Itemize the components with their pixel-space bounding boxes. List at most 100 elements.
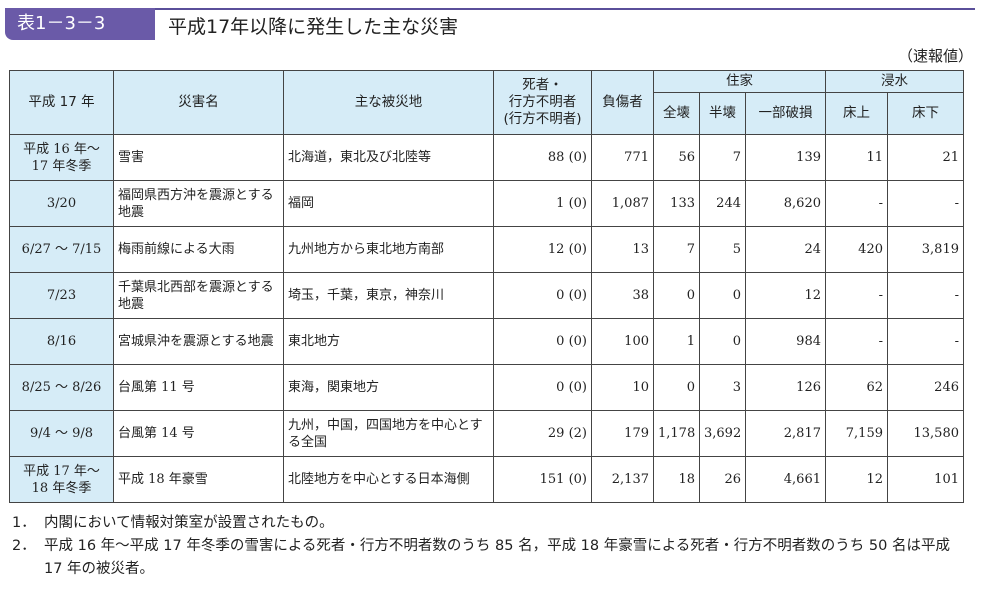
note-item: 2． 平成 16 年～平成 17 年冬季の雪害による死者・行方不明者数のうち 8… bbox=[12, 535, 972, 581]
cell-housing-full: 133 bbox=[653, 180, 700, 227]
cell-flood-above: 62 bbox=[825, 364, 888, 411]
cell-housing-partial: 126 bbox=[745, 364, 826, 411]
cell-deaths: 88 (0) bbox=[493, 134, 592, 181]
cell-deaths: 1 (0) bbox=[493, 180, 592, 227]
cell-flood-below: 21 bbox=[887, 134, 964, 181]
cell-housing-partial: 139 bbox=[745, 134, 826, 181]
cell-disaster-name: 雪害 bbox=[113, 134, 284, 181]
header-deaths-line3: (行方不明者) bbox=[503, 111, 582, 127]
unit-note: （速報値） bbox=[897, 47, 973, 65]
table-row: 9/4 ～ 9/8 台風第 14 号九州，中国，四国地方を中心とする全国 29 (2… bbox=[9, 410, 964, 457]
header-housing-full: 全壊 bbox=[653, 92, 700, 135]
note-number: 2． bbox=[12, 538, 36, 554]
cell-housing-half: 3 bbox=[699, 364, 746, 411]
note-number: 1． bbox=[12, 515, 36, 531]
cell-housing-full: 7 bbox=[653, 226, 700, 273]
cell-injured: 100 bbox=[591, 318, 654, 365]
period-line1: 6/27 ～ 7/15 bbox=[21, 242, 102, 257]
table-row: 平成 16 年～ 17 年冬季 雪害 北海道，東北及び北陸等 88 (0) 771 56 7 1… bbox=[9, 134, 964, 181]
cell-deaths: 0 (0) bbox=[493, 364, 592, 411]
cell-flood-below: - bbox=[887, 180, 964, 227]
cell-housing-half: 0 bbox=[699, 272, 746, 319]
table-title: 平成17年以降に発生した主な災害 bbox=[168, 16, 459, 38]
cell-flood-below: 246 bbox=[887, 364, 964, 411]
cell-flood-above: 420 bbox=[825, 226, 888, 273]
cell-flood-below: - bbox=[887, 318, 964, 365]
cell-injured: 771 bbox=[591, 134, 654, 181]
cell-period: 平成 17 年～ 18 年冬季 bbox=[9, 456, 114, 503]
cell-deaths: 0 (0) bbox=[493, 272, 592, 319]
cell-period: 平成 16 年～ 17 年冬季 bbox=[9, 134, 114, 181]
period-line2: 17 年冬季 bbox=[31, 158, 92, 174]
cell-housing-half: 7 bbox=[699, 134, 746, 181]
cell-flood-above: - bbox=[825, 272, 888, 319]
cell-injured: 10 bbox=[591, 364, 654, 411]
note-item: 1． 内閣において情報対策室が設置されたもの。 bbox=[12, 512, 972, 535]
cell-disaster-name: 台風第 14 号 bbox=[113, 410, 284, 457]
cell-flood-below: 13,580 bbox=[887, 410, 964, 457]
cell-area: 埼玉，千葉，東京，神奈川 bbox=[283, 272, 494, 319]
cell-period: 7/23 bbox=[9, 272, 114, 319]
header-housing: 住家 bbox=[653, 70, 826, 93]
period-line1: 9/4 ～ 9/8 bbox=[29, 426, 94, 441]
cell-period: 8/25 ～ 8/26 bbox=[9, 364, 114, 411]
cell-area: 九州地方から東北地方南部 bbox=[283, 226, 494, 273]
period-line1: 平成 17 年～ bbox=[23, 463, 100, 479]
table-number-badge: 表1－3－3 bbox=[5, 8, 155, 40]
header-flood-above: 床上 bbox=[825, 92, 888, 135]
cell-housing-partial: 24 bbox=[745, 226, 826, 273]
header-disaster-name: 災害名 bbox=[113, 70, 284, 135]
cell-housing-half: 244 bbox=[699, 180, 746, 227]
header-deaths: 死者・ 行方不明者 (行方不明者) bbox=[493, 70, 592, 135]
cell-housing-half: 5 bbox=[699, 226, 746, 273]
cell-housing-half: 26 bbox=[699, 456, 746, 503]
cell-housing-partial: 8,620 bbox=[745, 180, 826, 227]
cell-flood-above: 11 bbox=[825, 134, 888, 181]
cell-flood-below: 101 bbox=[887, 456, 964, 503]
cell-deaths: 12 (0) bbox=[493, 226, 592, 273]
cell-disaster-name: 台風第 11 号 bbox=[113, 364, 284, 411]
table-row: 6/27 ～ 7/15 梅雨前線による大雨 九州地方から東北地方南部 12 (0) 13… bbox=[9, 226, 964, 273]
cell-area: 福岡 bbox=[283, 180, 494, 227]
table-row: 平成 17 年～ 18 年冬季 平成 18 年豪雪 北陸地方を中心とする日本海側 151… bbox=[9, 456, 964, 503]
cell-housing-half: 0 bbox=[699, 318, 746, 365]
cell-period: 8/16 bbox=[9, 318, 114, 365]
cell-injured: 13 bbox=[591, 226, 654, 273]
cell-disaster-name: 宮城県沖を震源とする地震 bbox=[113, 318, 284, 365]
cell-disaster-name: 平成 18 年豪雪 bbox=[113, 456, 284, 503]
cell-area: 北海道，東北及び北陸等 bbox=[283, 134, 494, 181]
header-flood-below: 床下 bbox=[887, 92, 964, 135]
cell-injured: 179 bbox=[591, 410, 654, 457]
cell-period: 9/4 ～ 9/8 bbox=[9, 410, 114, 457]
cell-area: 東海，関東地方 bbox=[283, 364, 494, 411]
cell-area: 北陸地方を中心とする日本海側 bbox=[283, 456, 494, 503]
cell-deaths: 29 (2) bbox=[493, 410, 592, 457]
cell-disaster-name: 千葉県北西部を震源とする地震 bbox=[113, 272, 284, 319]
cell-flood-below: 3,819 bbox=[887, 226, 964, 273]
cell-disaster-name: 福岡県西方沖を震源とする地震 bbox=[113, 180, 284, 227]
header-deaths-line2: 行方不明者 bbox=[508, 94, 577, 110]
note-text: 平成 16 年～平成 17 年冬季の雪害による死者・行方不明者数のうち 85 名… bbox=[44, 538, 950, 577]
table-row: 8/16 宮城県沖を震源とする地震 東北地方 0 (0) 100 1 0 984- - bbox=[9, 318, 964, 365]
disaster-table: 平成 17 年 災害名 主な被災地 死者・ 行方不明者 (行方不明者) 負傷者 … bbox=[9, 70, 964, 503]
cell-flood-above: - bbox=[825, 318, 888, 365]
cell-flood-above: 7,159 bbox=[825, 410, 888, 457]
table-header-bar: 表1－3－3 平成17年以降に発生した主な災害 bbox=[5, 8, 975, 42]
cell-housing-partial: 4,661 bbox=[745, 456, 826, 503]
cell-flood-above: - bbox=[825, 180, 888, 227]
period-line1: 3/20 bbox=[46, 196, 77, 211]
cell-area: 東北地方 bbox=[283, 318, 494, 365]
header-rule bbox=[155, 8, 975, 10]
header-housing-partial: 一部破損 bbox=[745, 92, 826, 135]
cell-period: 6/27 ～ 7/15 bbox=[9, 226, 114, 273]
note-text: 内閣において情報対策室が設置されたもの。 bbox=[44, 515, 334, 531]
period-line1: 8/16 bbox=[46, 334, 77, 349]
cell-housing-partial: 12 bbox=[745, 272, 826, 319]
header-area: 主な被災地 bbox=[283, 70, 494, 135]
cell-housing-partial: 2,817 bbox=[745, 410, 826, 457]
cell-housing-full: 1,178 bbox=[653, 410, 700, 457]
header-flood: 浸水 bbox=[825, 70, 964, 93]
notes: 1． 内閣において情報対策室が設置されたもの。 2． 平成 16 年～平成 17… bbox=[12, 512, 972, 581]
table-row: 7/23 千葉県北西部を震源とする地震 埼玉，千葉，東京，神奈川 0 (0) 38 0 0 1… bbox=[9, 272, 964, 319]
header-deaths-line1: 死者・ bbox=[522, 77, 563, 93]
